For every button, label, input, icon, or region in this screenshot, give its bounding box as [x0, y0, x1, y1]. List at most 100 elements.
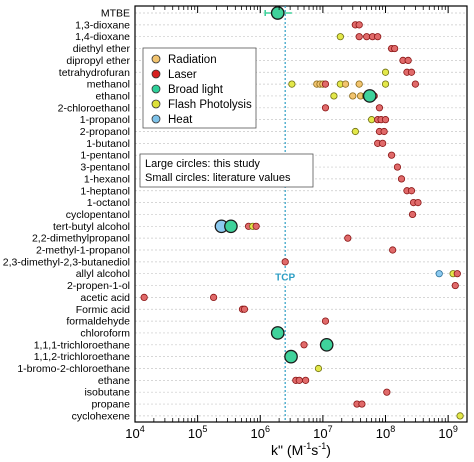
study-point — [319, 337, 334, 352]
plot-frame — [134, 5, 468, 423]
legend-label: Flash Photolysis — [168, 99, 252, 111]
x-tick-label: 104 — [125, 424, 144, 441]
literature-point — [295, 376, 303, 384]
category-label: diethyl ether — [73, 43, 131, 55]
x-label-unit-mid: s — [311, 442, 318, 458]
x-axis-ticks: 104 105 106 107 108 109 — [125, 6, 468, 441]
category-label: 1-pentanol — [80, 150, 130, 162]
category-label: isobutane — [84, 387, 130, 399]
literature-point — [355, 21, 363, 29]
legend: Radiation Laser Broad light Flash Photolysi… — [142, 47, 257, 129]
literature-point — [380, 127, 388, 136]
literature-point — [381, 116, 390, 124]
legend-label: Broad light — [168, 84, 224, 96]
literature-point — [314, 364, 323, 373]
legend-marker — [151, 84, 161, 94]
category-label: formaldehyde — [66, 316, 130, 328]
legend-marker — [151, 54, 161, 64]
category-label: Formic acid — [76, 304, 130, 316]
literature-point — [210, 293, 218, 301]
study-point — [224, 219, 238, 234]
literature-point — [252, 222, 260, 230]
category-label: ethane — [98, 375, 130, 387]
literature-point — [368, 116, 376, 124]
annotation-line-small: Small circles: literature values — [145, 172, 291, 184]
literature-point — [407, 187, 416, 195]
category-label: acetic acid — [80, 292, 130, 304]
literature-point — [414, 199, 422, 207]
category-label: MTBE — [101, 8, 130, 20]
category-label: 2,2-dimethylpropanol — [32, 233, 130, 245]
literature-point — [336, 33, 344, 41]
category-label: 1-butanol — [86, 138, 130, 150]
category-label: 1,4-dioxane — [75, 31, 130, 43]
literature-point — [341, 80, 350, 88]
literature-point — [321, 80, 330, 88]
literature-point — [281, 258, 289, 266]
literature-point — [397, 175, 406, 183]
literature-point — [453, 270, 461, 278]
literature-point — [381, 68, 390, 76]
x-label-unit-close: ) — [326, 442, 331, 458]
x-tick-label: 105 — [188, 424, 207, 441]
literature-point — [288, 80, 296, 88]
x-label-main: k" — [271, 442, 283, 458]
annotation-box: Large circles: this study Small circles:… — [139, 153, 314, 188]
legend-label: Laser — [168, 69, 197, 81]
category-label: 2-propen-1-ol — [67, 280, 130, 292]
literature-point — [344, 234, 352, 242]
category-label: ethanol — [96, 90, 130, 102]
literature-point — [363, 33, 371, 41]
annotation-frame — [139, 153, 314, 188]
literature-point — [381, 80, 390, 88]
literature-point — [321, 104, 330, 112]
category-label: dipropyl ether — [66, 55, 130, 67]
literature-point — [435, 270, 443, 278]
category-label: propane — [91, 399, 130, 411]
category-label: 1-hexanol — [84, 173, 130, 185]
literature-point — [375, 104, 384, 112]
literature-point — [140, 293, 148, 301]
x-tick-label: 108 — [376, 424, 395, 441]
literature-point — [321, 317, 330, 325]
category-label: chloroform — [80, 327, 130, 339]
literature-point — [389, 246, 397, 254]
literature-point — [300, 341, 308, 349]
category-label: 1-propanol — [80, 114, 130, 126]
legend-marker — [151, 69, 161, 79]
category-label: allyl alcohol — [76, 268, 130, 280]
category-label: 1-bromo-2-chloroethane — [17, 363, 130, 375]
literature-point — [383, 388, 391, 396]
category-label: 2-propanol — [80, 126, 130, 138]
literature-point — [456, 412, 464, 420]
literature-point — [302, 376, 310, 384]
category-label: tetrahydrofuran — [59, 67, 130, 79]
literature-point — [330, 92, 338, 100]
category-label: tert-butyl alcohol — [53, 221, 130, 233]
category-label: 3-pentanol — [80, 162, 130, 174]
category-label: 2-chloroethanol — [58, 102, 130, 114]
literature-point — [355, 80, 363, 88]
literature-point — [374, 33, 382, 41]
x-axis-label: k" (M-1s-1) — [271, 441, 331, 458]
literature-point — [407, 68, 416, 76]
legend-box — [142, 47, 257, 129]
tcp-label: TCP — [275, 273, 295, 284]
literature-point — [411, 80, 419, 88]
category-label: 1-octanol — [87, 197, 130, 209]
x-label-unit-exp1: -1 — [303, 441, 311, 451]
x-label-unit-exp2: -1 — [318, 441, 326, 451]
literature-point — [391, 44, 399, 53]
x-tick-label: 106 — [251, 424, 270, 441]
tcp-label-background — [273, 271, 298, 284]
category-label: cyclopentanol — [66, 209, 130, 221]
category-label: 1,1,2-trichloroethane — [34, 351, 130, 363]
study-point — [270, 326, 285, 340]
literature-points — [140, 21, 464, 420]
study-point — [284, 349, 298, 364]
category-label: 1-heptanol — [80, 185, 130, 197]
x-tick-label: 109 — [438, 424, 457, 441]
legend-marker — [151, 114, 161, 124]
literature-point — [408, 210, 417, 219]
